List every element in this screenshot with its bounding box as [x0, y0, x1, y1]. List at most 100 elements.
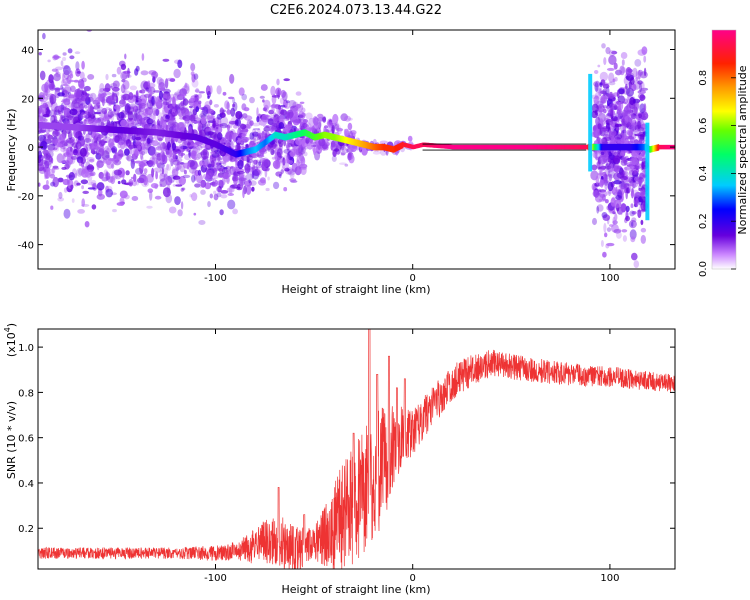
- spectrogram-energy-mark: [150, 110, 155, 121]
- spectrogram-ridge-mark: [422, 142, 425, 147]
- spectrogram-ridge-mark: [123, 127, 125, 134]
- spectrogram-energy-mark: [121, 134, 125, 138]
- spectrogram-ridge-mark: [420, 143, 422, 148]
- spectrogram-energy-mark: [235, 111, 243, 119]
- spectrogram-energy-mark: [220, 194, 228, 199]
- spectrogram-energy-mark: [640, 219, 644, 226]
- spectrogram-ridge-mark: [256, 145, 258, 152]
- spectrogram-ridge-mark: [65, 123, 67, 130]
- spectrogram-energy-mark: [111, 91, 115, 101]
- spectrogram-energy-mark: [591, 94, 599, 100]
- spectrogram-energy-mark: [609, 224, 614, 227]
- spectrogram-energy-mark: [612, 211, 616, 215]
- spectrogram-ridge-mark: [307, 130, 309, 138]
- spectrogram-energy-mark: [286, 100, 290, 104]
- spectrogram-energy-mark: [270, 85, 276, 97]
- spectrogram-ridge-mark: [565, 144, 568, 150]
- spectrogram-energy-mark: [640, 227, 647, 233]
- spectrogram-energy-mark: [52, 165, 59, 169]
- spectrogram-ridge-mark: [376, 143, 378, 151]
- spectrogram-energy-mark: [600, 94, 607, 104]
- spectrogram-energy-mark: [321, 115, 327, 122]
- spectrogram-ridge-mark: [273, 132, 276, 139]
- spectrogram-energy-mark: [96, 159, 100, 171]
- spectrogram-ridge-mark: [222, 145, 225, 152]
- spectrogram-energy-mark: [131, 196, 139, 201]
- spectrogram-ridge-mark: [523, 144, 526, 150]
- spectrogram-ridge-mark: [408, 143, 410, 149]
- spectrogram-ridge-mark: [159, 129, 162, 137]
- spectrogram-ridge-mark: [592, 143, 594, 151]
- spectrogram-energy-mark: [194, 89, 200, 93]
- spectrogram-ridge-mark: [441, 144, 443, 149]
- spectrogram-ridge-mark: [654, 145, 656, 152]
- spectrogram-energy-mark: [258, 161, 262, 166]
- spectrogram-ridge-mark: [268, 136, 270, 143]
- spectrogram-energy-mark: [152, 107, 160, 116]
- spectrogram-ridge-mark: [544, 144, 546, 150]
- spectrogram-ridge-mark: [141, 128, 144, 135]
- spectrogram-energy-mark: [195, 87, 199, 93]
- spectrogram-energy-mark: [135, 136, 142, 141]
- spectrogram-energy-mark: [149, 156, 157, 166]
- spectrogram-ridge-mark: [276, 132, 278, 139]
- x-tick-label: 100: [600, 573, 619, 584]
- spectrogram-ridge-mark: [99, 125, 102, 133]
- spectrogram-energy-mark: [339, 140, 345, 151]
- spectrogram-ridge-mark: [98, 125, 100, 132]
- spectrogram-ridge-mark: [163, 130, 166, 137]
- spectrogram-energy-mark: [137, 177, 145, 184]
- x-tick-label: -100: [204, 573, 227, 584]
- spectrogram-energy-mark: [593, 130, 598, 138]
- spectrogram-energy-mark: [275, 171, 283, 177]
- spectrogram-ridge-mark: [659, 144, 661, 150]
- spectrogram-energy-mark: [184, 154, 192, 161]
- spectrogram-ridge-mark: [448, 144, 450, 149]
- spectrogram-energy-mark: [609, 163, 614, 173]
- spectrogram-energy-mark: [206, 113, 214, 120]
- spectrogram-ridge-mark: [418, 143, 420, 148]
- spectrogram-ridge-mark: [484, 144, 487, 150]
- spectrogram-ridge-mark: [108, 126, 110, 133]
- spectrogram-ridge-mark: [634, 143, 636, 151]
- spectrogram-energy-mark: [282, 91, 288, 102]
- spectrogram-ridge-mark: [513, 144, 515, 150]
- spectrogram-energy-mark: [271, 103, 275, 114]
- spectrogram-energy-mark: [202, 106, 209, 116]
- spectrogram-energy-mark: [621, 118, 626, 126]
- spectrogram-ridge-mark: [316, 133, 318, 140]
- spectrogram-energy-mark: [632, 67, 638, 78]
- spectrogram-ridge-mark: [280, 133, 282, 140]
- spectrogram-energy-mark: [609, 107, 614, 115]
- spectrogram-energy-mark: [608, 129, 617, 137]
- spectrogram-energy-mark: [93, 104, 99, 110]
- spectrogram-energy-mark: [74, 51, 81, 55]
- spectrogram-ridge-mark: [493, 144, 496, 150]
- spectrogram-ridge-mark: [205, 137, 207, 145]
- spectrogram-ridge-mark: [525, 144, 528, 150]
- spectrogram-ridge-mark: [388, 145, 390, 152]
- spectrogram-ridge-mark: [468, 144, 470, 150]
- y-tick-label: -40: [18, 241, 34, 252]
- spectrogram-ridge-mark: [75, 124, 77, 131]
- spectrogram-energy-mark: [63, 187, 68, 193]
- spectrogram-energy-mark: [630, 77, 635, 85]
- spectrogram-energy-mark: [207, 90, 211, 98]
- spectrogram-energy-mark: [164, 78, 169, 89]
- spectrogram-energy-mark: [63, 98, 71, 106]
- spectrogram-energy-mark: [229, 73, 235, 84]
- spectrogram-ridge-mark: [473, 144, 476, 150]
- snr-y-ticks: 0.20.40.60.81.0: [18, 343, 675, 535]
- spectrogram-energy-mark: [643, 103, 647, 112]
- spectrogram-energy-mark: [190, 63, 196, 72]
- spectrogram-energy-mark: [216, 85, 222, 95]
- spectrogram-ridge-mark: [236, 150, 238, 158]
- spectrogram-energy-mark: [119, 100, 126, 105]
- spectrogram-energy-mark: [70, 184, 74, 189]
- spectrogram-energy-mark: [193, 141, 202, 145]
- spectrogram-ridge-mark: [53, 122, 55, 130]
- spectrogram-energy-mark: [300, 166, 307, 176]
- spectrogram-energy-mark: [60, 146, 66, 152]
- spectrogram-energy-mark: [154, 195, 162, 200]
